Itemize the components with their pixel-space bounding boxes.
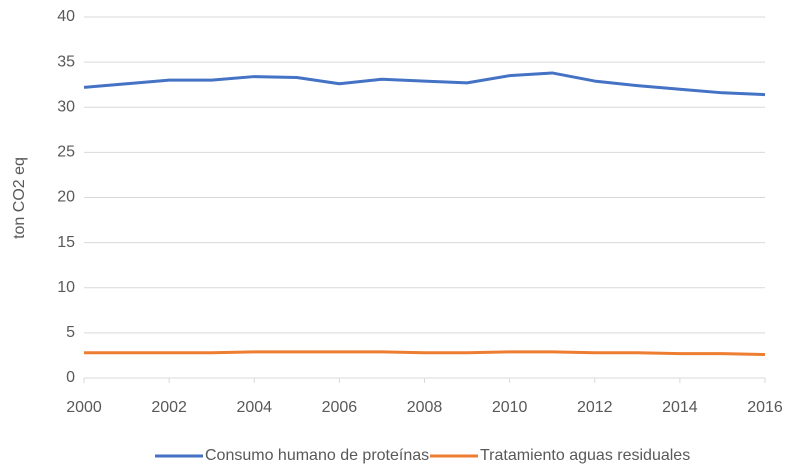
y-tick-label: 35 bbox=[57, 53, 75, 70]
y-tick-label: 10 bbox=[57, 279, 75, 296]
legend-label: Consumo humano de proteínas bbox=[205, 447, 429, 464]
x-tick-label: 2008 bbox=[407, 399, 443, 416]
x-tick-label: 2000 bbox=[66, 399, 102, 416]
y-tick-label: 40 bbox=[57, 8, 75, 25]
legend-label: Tratamiento aguas residuales bbox=[480, 447, 690, 464]
series-line bbox=[84, 350, 766, 357]
y-tick-label: 0 bbox=[66, 369, 75, 386]
x-tick-label: 2016 bbox=[747, 399, 783, 416]
x-tick-label: 2014 bbox=[662, 399, 698, 416]
x-tick-label: 2010 bbox=[492, 399, 528, 416]
y-tick-label: 20 bbox=[57, 189, 75, 206]
y-axis-label: ton CO2 eq bbox=[11, 157, 28, 239]
y-tick-label: 25 bbox=[57, 144, 75, 161]
x-tick-label: 2006 bbox=[322, 399, 358, 416]
series-line bbox=[83, 71, 766, 97]
x-tick-label: 2004 bbox=[236, 399, 272, 416]
x-tick-label: 2002 bbox=[151, 399, 187, 416]
y-tick-label: 5 bbox=[66, 324, 75, 341]
y-tick-label: 30 bbox=[57, 98, 75, 115]
y-tick-label: 15 bbox=[57, 234, 75, 251]
x-tick-label: 2012 bbox=[577, 399, 613, 416]
